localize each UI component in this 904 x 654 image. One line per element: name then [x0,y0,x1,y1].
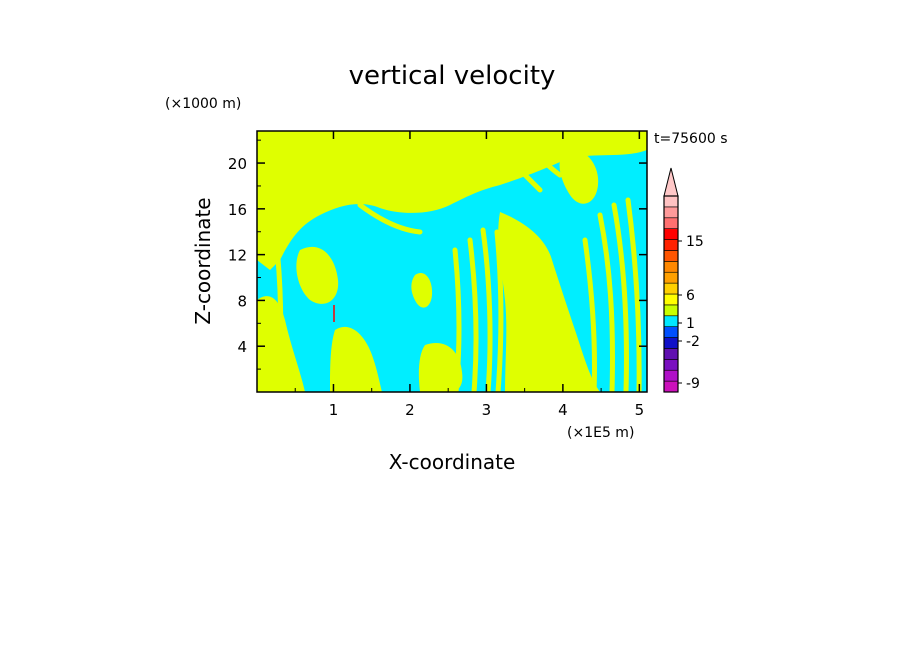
colorbar-segment [663,293,679,306]
plot-frame [256,130,648,393]
stripe [611,202,629,392]
x-unit-label: (×1E5 m) [567,425,634,441]
stripe [494,229,504,392]
stripe [497,147,543,193]
colorbar-top-arrow [663,167,679,197]
colorbar-segment [663,271,679,284]
stripe [625,197,642,392]
y-tick-label: 12 [228,247,247,265]
colorbar-label: -9 [686,376,700,392]
colorbar-segment [663,239,679,251]
colorbar-label: 15 [686,234,704,250]
lower-left-patch [330,326,382,392]
colorbar-segment [663,282,679,295]
time-label: t=75600 s [654,131,728,147]
colorbar-frame [663,195,679,393]
x-tick-label: 4 [558,401,568,419]
x-axis-label: X-coordinate [389,450,516,474]
x-axis-ticks: 1 2 3 4 5 [294,131,645,419]
colorbar-segment [663,348,679,360]
colorbar-label: 1 [686,316,695,332]
colorbar-segment [663,315,679,327]
contour-field [257,131,647,392]
colorbar-segment [663,337,679,349]
central-island [411,272,433,308]
colorbar: -9 -2 1 6 15 [663,167,704,393]
stripe [287,147,323,193]
colorbar-segment [663,380,679,393]
colorbar-segment [663,326,679,338]
y-axis-ticks: 4 8 12 16 20 [228,139,647,370]
colorbar-label: 6 [686,288,695,304]
stripe [327,147,383,188]
x-tick-label: 2 [405,401,415,419]
stripe [582,237,598,392]
colorbar-segment [663,261,679,273]
y-tick-label: 4 [237,338,247,356]
colorbar-segment [663,228,679,240]
chart-title: vertical velocity [349,61,556,91]
stripe [357,202,423,235]
y-unit-label: (×1000 m) [165,96,241,112]
mid-left-patch [296,246,339,304]
colorbar-segment [663,304,679,317]
y-tick-label: 8 [237,292,247,310]
colorbar-segment [663,359,679,371]
y-tick-label: 20 [228,155,247,173]
right-upper-patch [559,149,599,204]
colorbar-segment [663,195,679,208]
stripe [480,227,493,392]
x-tick-label: 3 [482,401,492,419]
stripe [467,237,479,392]
colorbar-segment [663,369,679,382]
colorbar-segment [663,206,679,219]
x-tick-label: 1 [329,401,339,419]
colorbar-label: -2 [686,334,700,350]
central-plume [498,212,600,392]
y-tick-label: 16 [228,201,247,219]
stripe [452,247,462,392]
colorbar-segment [663,217,679,229]
stripe [272,227,284,363]
x-tick-label: 5 [635,401,645,419]
left-lower-band [418,343,463,392]
oblique-stripes [272,137,642,392]
stripe [597,212,615,392]
y-axis-label: Z-coordinate [191,197,215,324]
colorbar-segment [663,250,679,262]
stripe [517,137,563,178]
